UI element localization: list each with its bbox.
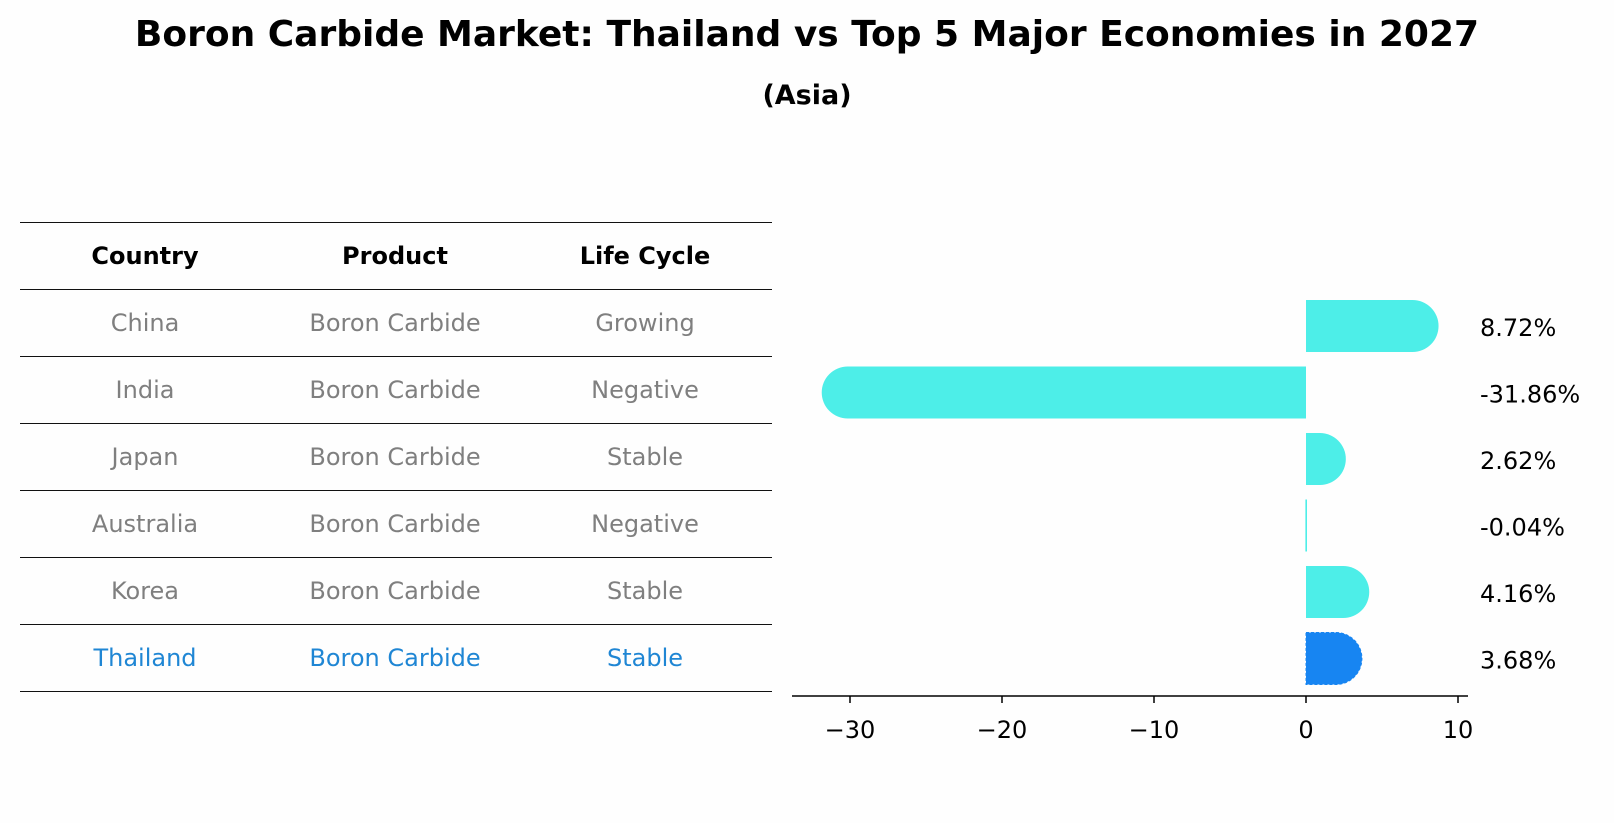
cell-country: Thailand bbox=[93, 644, 197, 672]
cell-product: Boron Carbide bbox=[309, 376, 481, 404]
cell-country: Australia bbox=[91, 510, 199, 538]
x-tick-label: −10 bbox=[1129, 716, 1180, 744]
x-tick-label: 10 bbox=[1443, 716, 1474, 744]
cell-life-cycle: Growing bbox=[595, 309, 695, 337]
cell-country: Korea bbox=[110, 577, 180, 605]
bar-china bbox=[1306, 300, 1439, 352]
table-row: Australia Boron Carbide Negative bbox=[20, 490, 772, 557]
table-row: Korea Boron Carbide Stable bbox=[20, 557, 772, 624]
header-product: Product bbox=[342, 242, 448, 270]
bar-india bbox=[821, 366, 1306, 419]
bar-japan bbox=[1306, 433, 1346, 485]
value-label: -0.04% bbox=[1480, 514, 1565, 542]
bar-thailand bbox=[1305, 632, 1363, 685]
cell-life-cycle: Stable bbox=[606, 577, 684, 605]
header-country: Country bbox=[91, 242, 199, 270]
cell-life-cycle: Negative bbox=[591, 376, 699, 404]
table-header-row: Country Product Life Cycle bbox=[20, 222, 772, 289]
data-table: Country Product Life Cycle China Boron C… bbox=[20, 222, 772, 692]
bar-korea bbox=[1306, 566, 1370, 618]
cell-country: Japan bbox=[111, 443, 179, 471]
chart-title: Boron Carbide Market: Thailand vs Top 5 … bbox=[134, 14, 1480, 55]
cell-country: India bbox=[115, 376, 175, 404]
table-row: China Boron Carbide Growing bbox=[20, 289, 772, 356]
cell-product: Boron Carbide bbox=[309, 443, 481, 471]
cell-life-cycle: Stable bbox=[606, 644, 684, 672]
value-label: 4.16% bbox=[1480, 580, 1556, 608]
cell-product: Boron Carbide bbox=[309, 309, 481, 337]
x-tick-label: −20 bbox=[977, 716, 1028, 744]
cell-product: Boron Carbide bbox=[309, 577, 481, 605]
cell-country: China bbox=[110, 309, 180, 337]
value-label: -31.86% bbox=[1480, 381, 1580, 409]
header-life-cycle: Life Cycle bbox=[579, 242, 711, 270]
value-label: 2.62% bbox=[1480, 447, 1556, 475]
table-row: India Boron Carbide Negative bbox=[20, 356, 772, 423]
table-row-highlighted: Thailand Boron Carbide Stable bbox=[20, 624, 772, 692]
chart-subtitle: (Asia) bbox=[762, 80, 852, 111]
cell-product: Boron Carbide bbox=[309, 644, 481, 672]
value-label: 3.68% bbox=[1480, 647, 1556, 675]
table-row: Japan Boron Carbide Stable bbox=[20, 423, 772, 490]
cell-life-cycle: Stable bbox=[606, 443, 684, 471]
cell-product: Boron Carbide bbox=[309, 510, 481, 538]
bar-australia bbox=[1305, 499, 1307, 552]
x-tick-label: −30 bbox=[825, 716, 876, 744]
value-label: 8.72% bbox=[1480, 314, 1556, 342]
x-tick-label: 0 bbox=[1298, 716, 1313, 744]
cell-life-cycle: Negative bbox=[591, 510, 699, 538]
